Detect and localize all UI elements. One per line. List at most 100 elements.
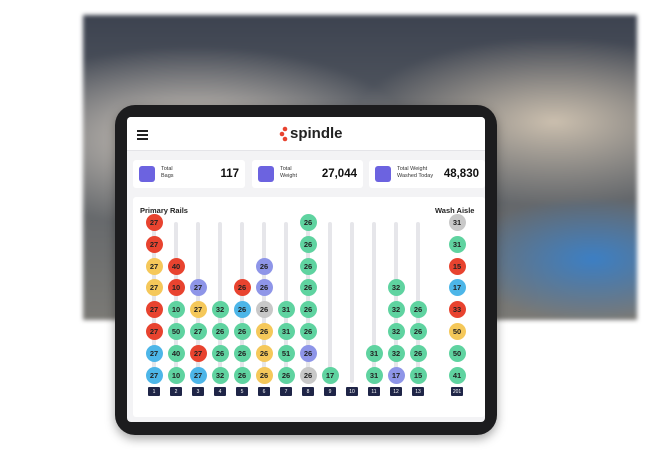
rail-label: 5 [236,387,248,396]
bag[interactable]: 27 [189,301,207,319]
bag[interactable]: 26 [233,366,251,384]
bag[interactable]: 31 [448,213,466,231]
bag[interactable]: 15 [409,366,427,384]
bag[interactable]: 27 [145,322,163,340]
bag[interactable]: 27 [145,279,163,297]
stat-card[interactable]: Total Bags 117 [133,160,245,188]
bag[interactable]: 31 [365,366,383,384]
bag[interactable]: 31 [448,235,466,253]
bag[interactable]: 26 [299,257,317,275]
bag[interactable]: 31 [277,301,295,319]
bag[interactable]: 26 [255,257,273,275]
bag[interactable]: 40 [167,257,185,275]
rail [328,222,332,383]
bag[interactable]: 17 [387,366,405,384]
bag[interactable]: 50 [448,322,466,340]
rail [372,222,376,383]
rail-label: 7 [280,387,292,396]
bag[interactable]: 32 [387,301,405,319]
rail-label: 3 [192,387,204,396]
stat-icon [258,166,274,182]
rail [350,222,354,383]
bag[interactable]: 27 [145,366,163,384]
bag[interactable]: 26 [409,344,427,362]
rail-label: 10 [346,387,358,396]
bag[interactable]: 10 [167,301,185,319]
bag[interactable]: 27 [189,344,207,362]
bag[interactable]: 32 [211,301,229,319]
bag[interactable]: 27 [145,344,163,362]
bag[interactable]: 31 [365,344,383,362]
bag[interactable]: 26 [211,344,229,362]
menu-icon [137,134,148,136]
bag[interactable]: 27 [145,257,163,275]
rail-label: 1 [148,387,160,396]
bag[interactable]: 26 [211,322,229,340]
rail-label: 2 [170,387,182,396]
stat-label: Total Weight Washed Today [397,166,434,179]
bag[interactable]: 15 [448,257,466,275]
stat-label: Total Weight [280,166,298,179]
rail-label: 8 [302,387,314,396]
stat-card[interactable]: Total Weight 27,044 [252,160,363,188]
bag[interactable]: 26 [255,322,273,340]
bag[interactable]: 41 [448,366,466,384]
bag[interactable]: 26 [277,366,295,384]
bag[interactable]: 31 [277,322,295,340]
stat-value: 48,830 [443,168,479,180]
bag[interactable]: 26 [233,322,251,340]
screen: spindle Primary Rails Wash Aisle 27 27 27 2… [127,117,485,422]
bag[interactable]: 27 [189,322,207,340]
bag[interactable]: 33 [448,301,466,319]
bag[interactable]: 10 [167,366,185,384]
bag[interactable]: 32 [387,344,405,362]
bag[interactable]: 26 [409,322,427,340]
rail-label: 9 [324,387,336,396]
menu-icon[interactable] [137,130,148,132]
bag[interactable]: 17 [448,279,466,297]
rails-title: Primary Rails [140,206,188,215]
rail-label: 13 [412,387,424,396]
bag[interactable]: 26 [233,301,251,319]
rail-label: 6 [258,387,270,396]
bag[interactable]: 27 [145,235,163,253]
menu-icon [137,138,148,140]
bag[interactable]: 26 [255,344,273,362]
stat-value: 27,044 [321,168,357,180]
bag[interactable]: 26 [299,344,317,362]
bag[interactable]: 26 [409,301,427,319]
rail-label: 12 [390,387,402,396]
bag[interactable]: 26 [299,279,317,297]
top-bar: spindle [127,117,485,151]
bag[interactable]: 26 [255,366,273,384]
bag[interactable]: 50 [448,344,466,362]
bag[interactable]: 26 [233,279,251,297]
stat-card[interactable]: Total Weight Washed Today 48,830 [369,160,485,188]
bag[interactable]: 32 [387,279,405,297]
bag[interactable]: 51 [277,344,295,362]
bag[interactable]: 26 [299,213,317,231]
bag[interactable]: 26 [233,344,251,362]
bag[interactable]: 17 [321,366,339,384]
bag[interactable]: 27 [145,301,163,319]
bag[interactable]: 40 [167,344,185,362]
bag[interactable]: 26 [299,235,317,253]
bag[interactable]: 26 [299,322,317,340]
rail-label: 4 [214,387,226,396]
stat-label: Total Bags [161,166,174,179]
bag[interactable]: 50 [167,322,185,340]
bag[interactable]: 32 [211,366,229,384]
bag[interactable]: 26 [255,301,273,319]
bag[interactable]: 10 [167,279,185,297]
stat-icon [375,166,391,182]
wash-title: Wash Aisle [435,206,475,215]
bag[interactable]: 32 [387,322,405,340]
bag[interactable]: 27 [189,366,207,384]
bag[interactable]: 27 [145,213,163,231]
bag[interactable]: 26 [299,366,317,384]
rail-label: 11 [368,387,380,396]
stat-value: 117 [220,168,239,180]
bag[interactable]: 26 [255,279,273,297]
bag[interactable]: 27 [189,279,207,297]
bag[interactable]: 26 [299,301,317,319]
